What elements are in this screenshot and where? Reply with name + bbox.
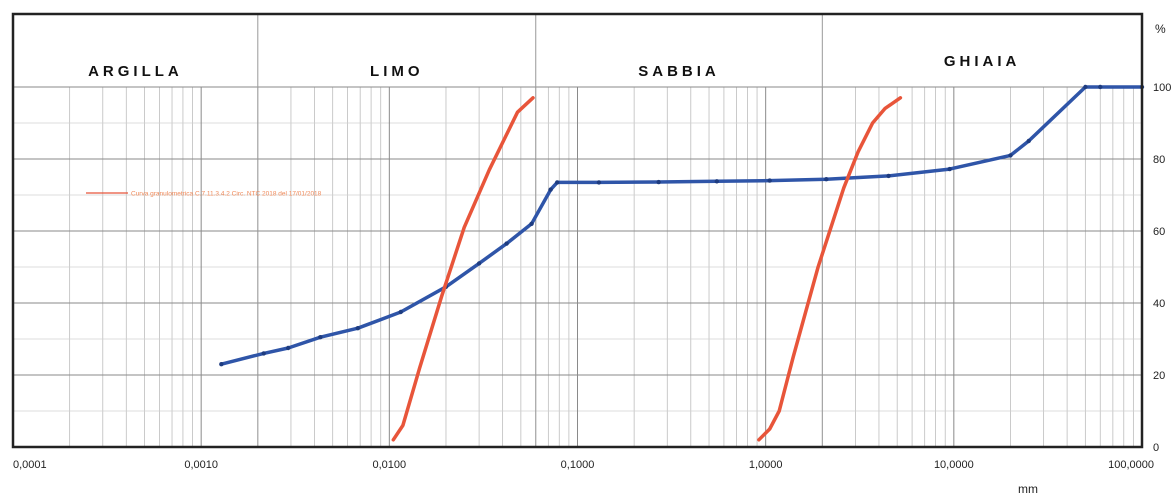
x-tick-label: 0,0100 bbox=[373, 459, 407, 471]
x-tick-label: 0,1000 bbox=[561, 459, 595, 471]
x-axis-tick-labels: 0,0001 0,0010 0,0100 0,1000 1,0000 10,0000 100… bbox=[13, 459, 1154, 471]
data-point bbox=[714, 179, 720, 184]
series-line bbox=[219, 85, 1144, 366]
data-point bbox=[1098, 84, 1103, 90]
data-point bbox=[504, 241, 509, 246]
y-tick-label: 60 bbox=[1153, 226, 1165, 238]
zone-label: LIMO bbox=[370, 63, 424, 80]
data-point bbox=[1083, 84, 1088, 90]
data-point bbox=[1008, 153, 1013, 158]
y-tick-label: 100 bbox=[1153, 82, 1171, 94]
data-point bbox=[596, 180, 602, 185]
data-point bbox=[261, 351, 266, 356]
data-point bbox=[947, 166, 952, 172]
y-tick-label: 20 bbox=[1153, 370, 1165, 382]
zone-label: SABBIA bbox=[638, 63, 720, 80]
x-axis-unit-label: mm bbox=[1018, 482, 1038, 496]
x-tick-label: 100,0000 bbox=[1108, 459, 1154, 471]
data-point bbox=[476, 261, 482, 266]
data-point bbox=[1026, 138, 1031, 144]
plot-frame bbox=[11, 12, 1144, 449]
data-point bbox=[355, 326, 361, 331]
y-tick-label: 0 bbox=[1153, 442, 1159, 454]
series-line bbox=[391, 96, 535, 442]
y-axis-unit-label: % bbox=[1155, 22, 1166, 36]
zone-label: ARGILLA bbox=[88, 63, 183, 80]
y-tick-label: 80 bbox=[1153, 154, 1165, 166]
x-tick-label: 10,0000 bbox=[934, 459, 974, 471]
data-point bbox=[318, 335, 323, 340]
legend: Curva granulometrica C.7.11.3.4.2 Circ. … bbox=[86, 191, 322, 198]
data-point bbox=[398, 309, 403, 315]
zone-dividers bbox=[257, 14, 823, 447]
legend-label: Curva granulometrica C.7.11.3.4.2 Circ. … bbox=[131, 191, 322, 198]
data-point bbox=[219, 362, 224, 367]
zone-labels: ARGILLA LIMO SABBIA GHIAIA bbox=[88, 53, 1021, 80]
y-tick-label: 40 bbox=[1153, 298, 1165, 310]
data-point bbox=[548, 187, 553, 192]
series-line bbox=[757, 96, 903, 442]
data-point bbox=[767, 178, 772, 183]
y-axis-tick-labels: 0 20 40 60 80 100 bbox=[1153, 82, 1171, 454]
zone-label: GHIAIA bbox=[944, 53, 1021, 70]
x-tick-label: 0,0001 bbox=[13, 459, 47, 471]
data-point bbox=[886, 173, 891, 179]
data-point bbox=[554, 180, 560, 185]
x-tick-label: 1,0000 bbox=[749, 459, 783, 471]
data-point bbox=[285, 345, 291, 351]
data-point bbox=[656, 179, 661, 185]
data-point bbox=[529, 221, 534, 226]
data-point bbox=[824, 176, 829, 182]
x-tick-label: 0,0010 bbox=[184, 459, 218, 471]
